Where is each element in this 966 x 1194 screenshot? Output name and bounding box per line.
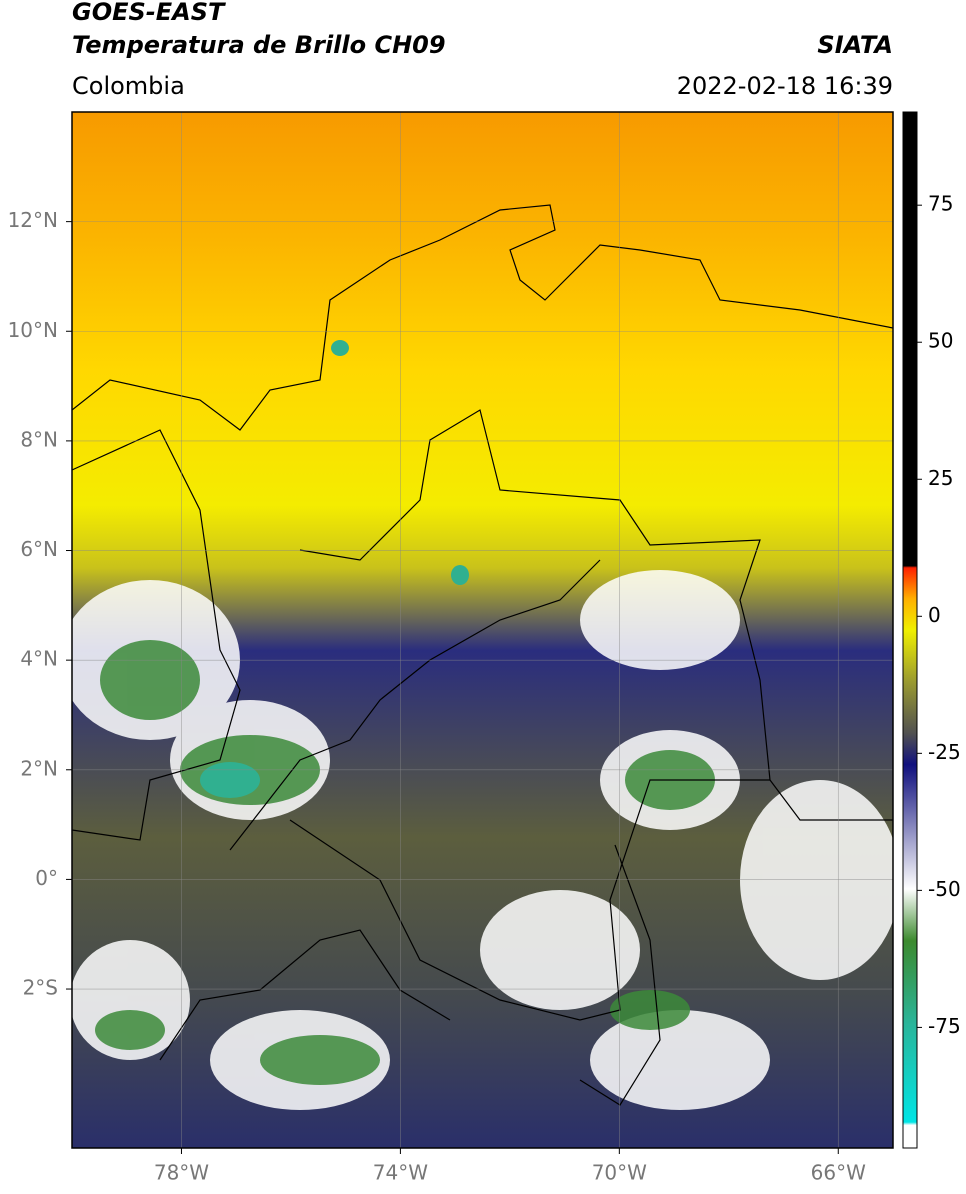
lat-tick-label: 12°N — [8, 208, 58, 232]
colorbar-tick-label: -75 — [928, 1014, 961, 1038]
lat-tick-label: 6°N — [20, 537, 58, 561]
colorbar-tick-label: 75 — [928, 192, 953, 216]
lat-tick-label: 4°N — [20, 647, 58, 671]
lon-tick-label: 78°W — [154, 1161, 209, 1185]
subtitle: Temperatura de Brillo CH09 — [72, 31, 446, 59]
lat-tick-label: 2°S — [23, 976, 58, 1000]
lat-tick-label: 0° — [35, 866, 58, 890]
region: Colombia — [72, 72, 185, 100]
lon-tick-label: 66°W — [811, 1161, 866, 1185]
satellite-image — [72, 112, 893, 1148]
title: GOES-EAST — [72, 0, 226, 26]
colorbar-tick-label: -50 — [928, 877, 961, 901]
colorbar — [902, 111, 918, 1149]
colorbar-tick-label: 25 — [928, 466, 953, 490]
map-frame — [71, 111, 894, 1149]
lat-tick-label: 8°N — [20, 427, 58, 451]
colorbar-tick-label: -25 — [928, 740, 961, 764]
datetime: 2022-02-18 16:39 — [677, 72, 893, 100]
lon-tick-label: 74°W — [373, 1161, 428, 1185]
lat-tick-label: 10°N — [8, 318, 58, 342]
lon-tick-label: 70°W — [592, 1161, 647, 1185]
colorbar-tick-label: 0 — [928, 603, 941, 627]
colorbar-tick-label: 50 — [928, 329, 953, 353]
lat-tick-label: 2°N — [20, 756, 58, 780]
source: SIATA — [817, 31, 893, 59]
